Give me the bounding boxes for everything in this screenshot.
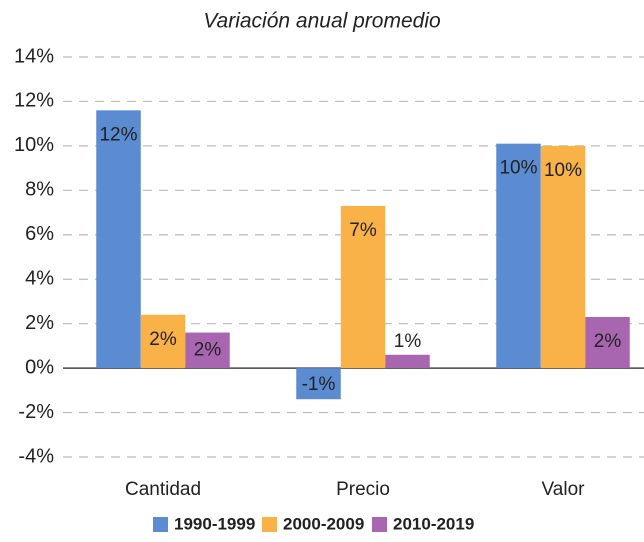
value-label: 10%: [499, 158, 537, 179]
value-label: 7%: [349, 220, 377, 241]
x-tick-label: Precio: [336, 479, 390, 500]
value-label: 12%: [99, 124, 137, 145]
legend-swatch: [153, 517, 168, 532]
value-label: 2%: [594, 331, 622, 352]
bar: [540, 145, 586, 369]
bar: [496, 143, 541, 369]
value-label: 2%: [149, 329, 177, 350]
y-tick-label: 6%: [25, 223, 54, 245]
legend-swatch: [262, 517, 277, 532]
legend-label: 2000-2009: [283, 514, 364, 533]
y-tick-label: 14%: [14, 45, 54, 67]
legend-label: 2010-2019: [393, 514, 474, 533]
y-tick-label: 2%: [25, 312, 54, 334]
value-label: 2%: [194, 339, 222, 360]
y-tick-label: 0%: [25, 356, 54, 378]
bar: [96, 110, 141, 369]
legend-swatch: [372, 517, 387, 532]
bar: [385, 354, 430, 369]
bar: [585, 317, 630, 369]
chart-subtitle: Variación anual promedio: [203, 10, 441, 33]
y-tick-label: 4%: [25, 268, 54, 290]
bar: [185, 332, 230, 369]
y-tick-label: 8%: [25, 179, 54, 201]
bar: [340, 205, 386, 369]
y-tick-label: 10%: [14, 134, 54, 156]
value-label: 10%: [544, 160, 582, 181]
bar: [140, 314, 186, 369]
y-tick-label: -4%: [18, 445, 54, 467]
bar: [296, 368, 341, 400]
y-tick-label: 12%: [14, 90, 54, 112]
value-label: -1%: [302, 374, 336, 395]
legend-label: 1990-1999: [174, 514, 255, 533]
value-label: 1%: [394, 331, 422, 352]
y-tick-label: -2%: [18, 401, 54, 423]
x-tick-label: Cantidad: [125, 479, 201, 500]
x-tick-label: Valor: [542, 479, 586, 500]
